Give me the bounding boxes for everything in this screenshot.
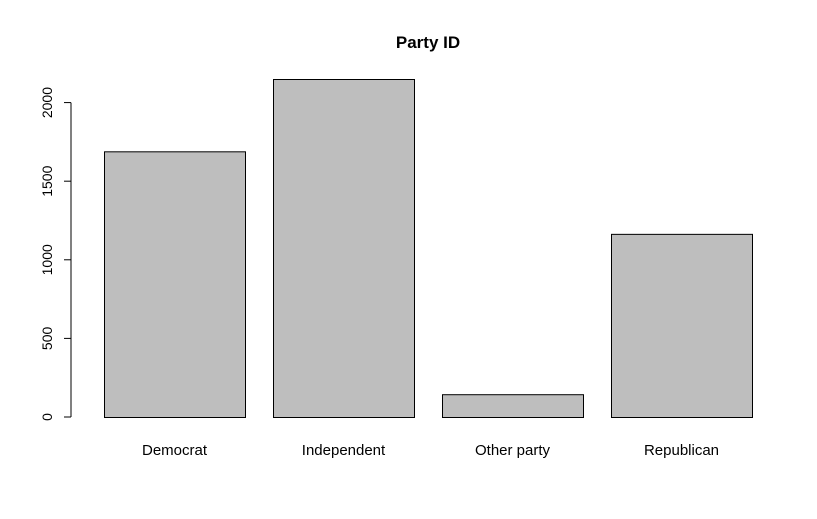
y-tick-label: 0 <box>39 413 55 421</box>
x-category-label: Other party <box>475 442 551 459</box>
y-axis: 0 500 1000 1500 2000 <box>39 87 72 421</box>
bar <box>273 79 415 418</box>
bar <box>611 233 753 418</box>
y-tick-label: 1000 <box>39 244 55 275</box>
x-category-label: Republican <box>644 442 719 459</box>
y-tick-label: 1500 <box>39 165 55 196</box>
bar <box>442 394 584 418</box>
y-tick-label: 500 <box>39 327 55 351</box>
y-tick-label: 2000 <box>39 87 55 118</box>
x-category-label: Democrat <box>142 442 208 459</box>
x-axis-labels: Democrat Independent Other party Republican <box>142 442 719 459</box>
bar <box>104 151 246 418</box>
x-category-label: Independent <box>302 442 386 459</box>
chart-title: Party ID <box>396 33 460 52</box>
bars <box>104 79 753 418</box>
